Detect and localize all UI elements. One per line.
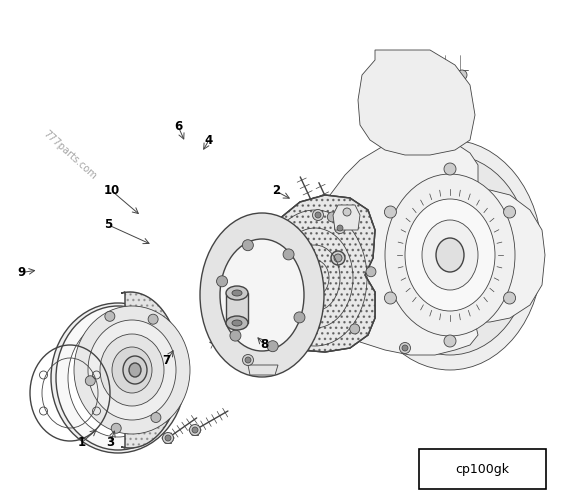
Circle shape xyxy=(283,249,294,260)
Text: 9: 9 xyxy=(18,266,25,279)
Ellipse shape xyxy=(112,347,152,393)
Circle shape xyxy=(370,70,380,80)
Text: 8: 8 xyxy=(260,338,268,351)
Circle shape xyxy=(343,208,351,216)
Ellipse shape xyxy=(200,213,324,377)
Polygon shape xyxy=(226,293,248,323)
Polygon shape xyxy=(375,150,445,200)
Text: 6: 6 xyxy=(174,120,182,132)
Circle shape xyxy=(384,206,397,218)
Circle shape xyxy=(457,90,467,100)
Circle shape xyxy=(370,110,380,120)
Text: 10: 10 xyxy=(104,184,120,198)
Circle shape xyxy=(457,70,467,80)
Circle shape xyxy=(337,225,343,231)
Circle shape xyxy=(230,330,241,341)
Circle shape xyxy=(271,231,281,241)
Text: 7: 7 xyxy=(163,354,171,368)
Ellipse shape xyxy=(226,316,248,330)
Ellipse shape xyxy=(422,220,478,290)
Polygon shape xyxy=(248,365,278,375)
Circle shape xyxy=(294,312,305,323)
Circle shape xyxy=(242,354,254,366)
Circle shape xyxy=(370,130,380,140)
Ellipse shape xyxy=(220,239,304,351)
Polygon shape xyxy=(121,292,181,448)
Polygon shape xyxy=(325,138,545,355)
Ellipse shape xyxy=(232,320,242,326)
Circle shape xyxy=(334,222,346,234)
Circle shape xyxy=(151,412,161,422)
Circle shape xyxy=(245,357,251,363)
Text: 5: 5 xyxy=(105,218,112,232)
Circle shape xyxy=(111,424,121,434)
Polygon shape xyxy=(255,195,375,352)
Ellipse shape xyxy=(405,199,495,311)
Circle shape xyxy=(267,340,278,351)
FancyBboxPatch shape xyxy=(419,449,546,489)
Ellipse shape xyxy=(232,290,242,296)
Circle shape xyxy=(148,314,158,324)
Circle shape xyxy=(331,251,345,265)
Circle shape xyxy=(192,427,198,433)
Ellipse shape xyxy=(51,303,185,453)
Circle shape xyxy=(457,130,467,140)
Circle shape xyxy=(105,312,115,322)
Polygon shape xyxy=(255,195,375,352)
Circle shape xyxy=(457,110,467,120)
Text: 4: 4 xyxy=(205,134,213,146)
Circle shape xyxy=(242,240,253,250)
Text: 2: 2 xyxy=(272,184,280,198)
Circle shape xyxy=(384,292,397,304)
Circle shape xyxy=(327,212,337,222)
Text: 3: 3 xyxy=(106,436,114,449)
Text: 1: 1 xyxy=(78,436,86,449)
Circle shape xyxy=(444,335,456,347)
Ellipse shape xyxy=(100,334,164,406)
Ellipse shape xyxy=(88,320,176,420)
Polygon shape xyxy=(330,195,492,318)
Ellipse shape xyxy=(385,174,515,336)
Circle shape xyxy=(315,212,321,218)
Ellipse shape xyxy=(56,306,180,450)
Circle shape xyxy=(503,292,516,304)
Circle shape xyxy=(163,432,173,444)
Ellipse shape xyxy=(64,316,172,440)
Circle shape xyxy=(189,424,201,436)
Circle shape xyxy=(350,324,360,334)
Ellipse shape xyxy=(370,155,530,355)
Circle shape xyxy=(370,90,380,100)
Ellipse shape xyxy=(226,286,248,300)
Circle shape xyxy=(334,254,342,262)
Ellipse shape xyxy=(129,363,141,377)
Circle shape xyxy=(503,206,516,218)
Circle shape xyxy=(270,324,280,334)
Ellipse shape xyxy=(68,319,168,437)
Circle shape xyxy=(399,342,411,353)
Text: cp100gk: cp100gk xyxy=(455,462,509,475)
Circle shape xyxy=(312,210,324,220)
Circle shape xyxy=(216,276,228,287)
Ellipse shape xyxy=(123,356,147,384)
Text: 777parts.com: 777parts.com xyxy=(41,129,98,182)
Polygon shape xyxy=(333,205,360,230)
Circle shape xyxy=(444,163,456,175)
Ellipse shape xyxy=(358,140,542,370)
Circle shape xyxy=(165,435,171,441)
Circle shape xyxy=(85,376,95,386)
Ellipse shape xyxy=(436,238,464,272)
Ellipse shape xyxy=(74,306,190,434)
Polygon shape xyxy=(358,50,475,155)
Circle shape xyxy=(366,266,376,276)
Circle shape xyxy=(402,345,408,351)
